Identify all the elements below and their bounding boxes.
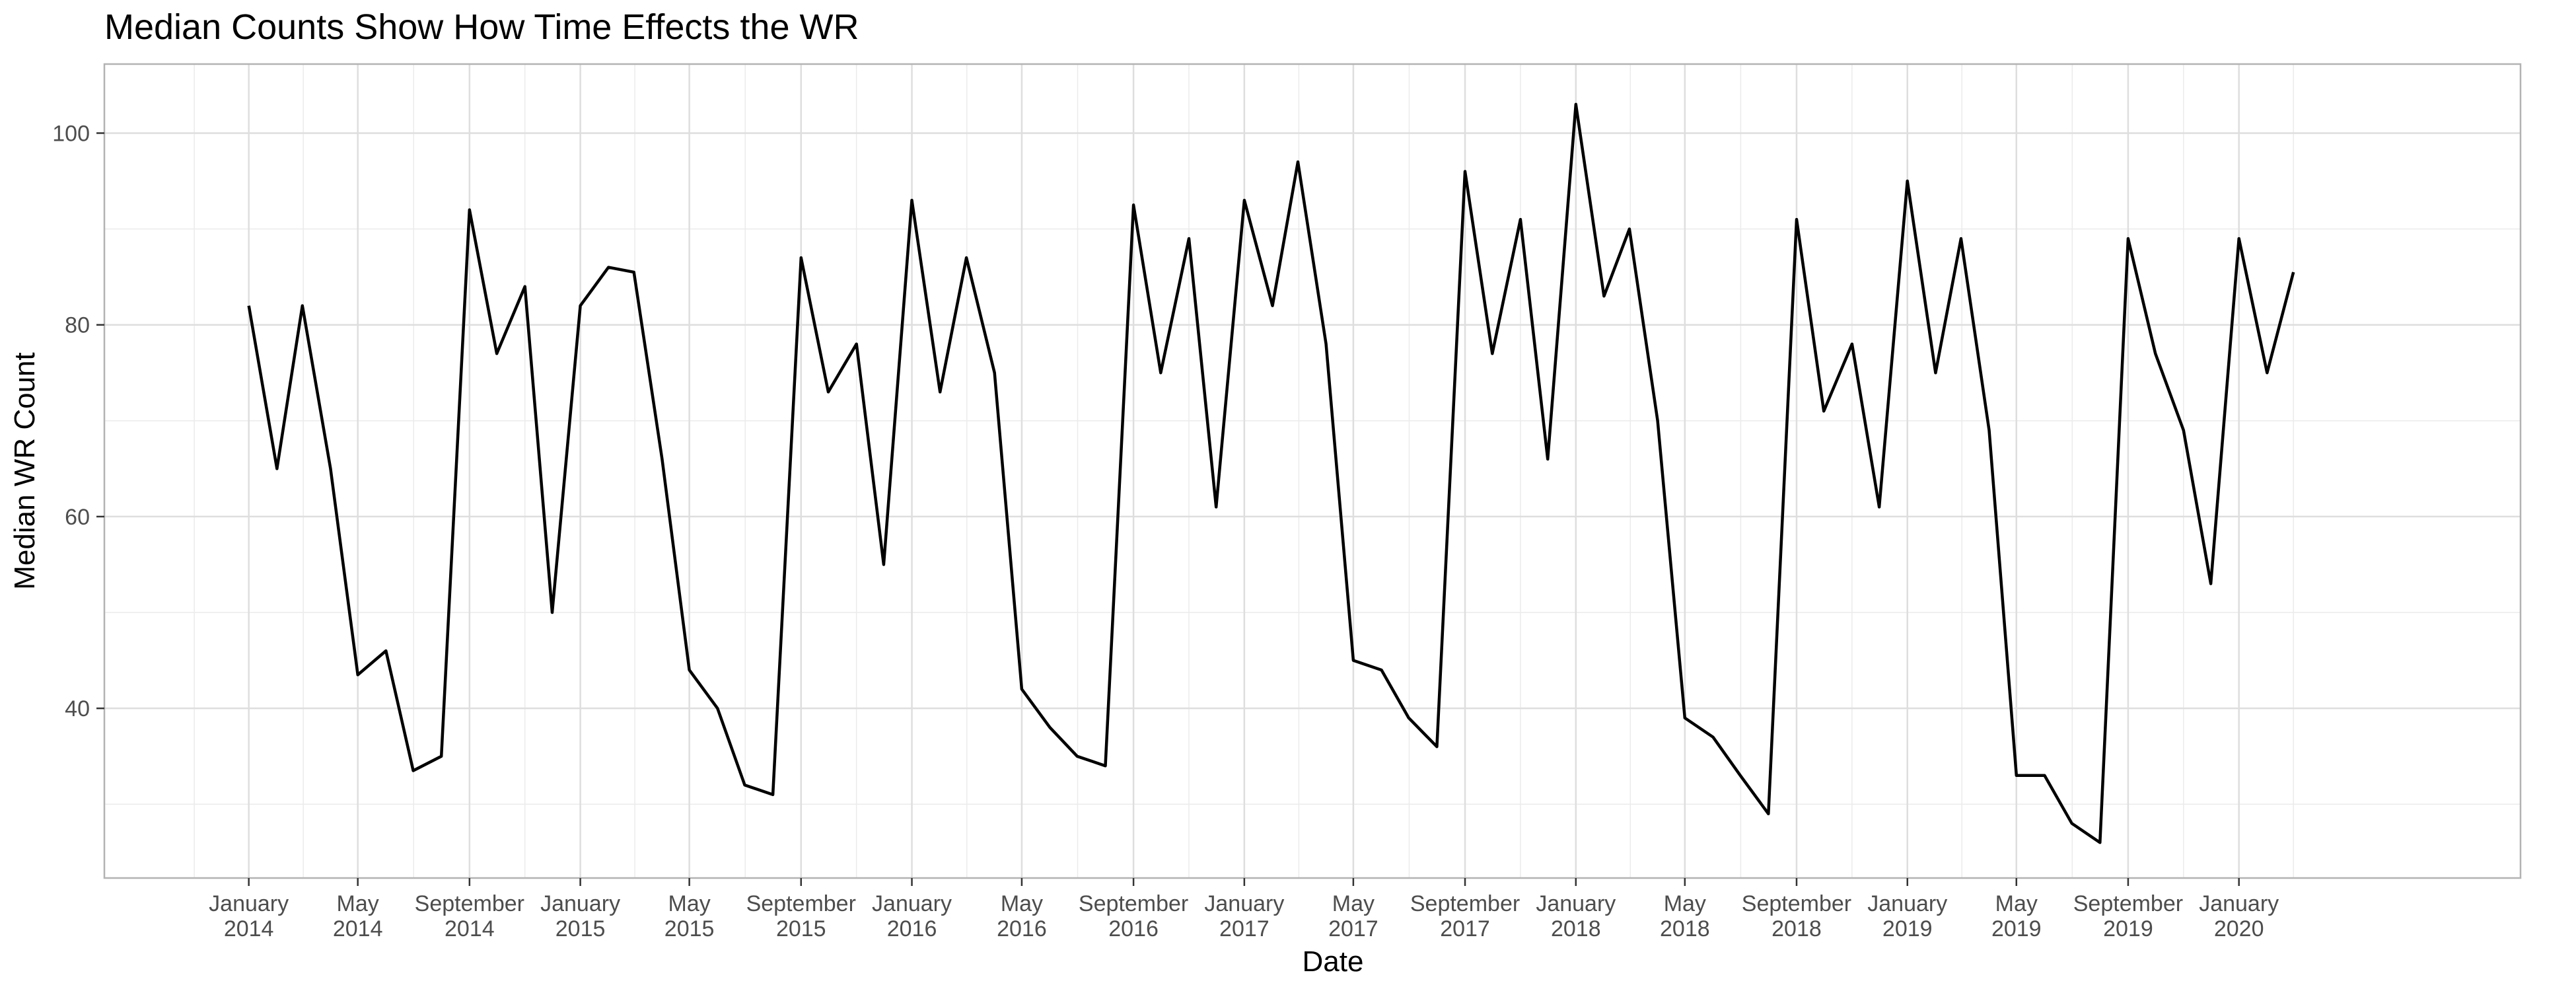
x-tick-label: May 2015 <box>664 891 715 941</box>
series-layer <box>247 102 2295 844</box>
minor-grid-lines <box>104 64 2521 878</box>
plot-panel-border <box>103 63 2522 879</box>
x-tick-label: January 2017 <box>1204 891 1284 941</box>
x-tick-label: January 2018 <box>1536 891 1616 941</box>
x-tick-label: September 2015 <box>746 891 856 941</box>
x-axis-title: Date <box>1303 945 1364 978</box>
major-grid-lines <box>104 64 2521 878</box>
x-tick-label: May 2017 <box>1328 891 1378 941</box>
x-tick-label: January 2016 <box>872 891 952 941</box>
x-tick-label: September 2019 <box>2073 891 2183 941</box>
y-tick-label: 60 <box>65 505 90 530</box>
y-tick-label: 100 <box>52 121 90 146</box>
series-line <box>247 102 2295 844</box>
x-tick-label: September 2016 <box>1079 891 1188 941</box>
x-tick-label: September 2017 <box>1410 891 1520 941</box>
x-axis: January 2014 May 2014 September 2014 January 20… <box>209 878 2279 941</box>
chart-title: Median Counts Show How Time Effects the … <box>104 7 859 47</box>
x-tick-label: May 2019 <box>1991 891 2042 941</box>
x-tick-label: January 2019 <box>1867 891 1947 941</box>
x-tick-label: May 2014 <box>333 891 383 941</box>
y-axis: 40 60 80 100 <box>52 121 104 721</box>
x-tick-label: September 2018 <box>1742 891 1851 941</box>
y-tick-label: 40 <box>65 696 90 721</box>
x-tick-label: September 2014 <box>415 891 524 941</box>
x-tick-label: January 2015 <box>540 891 620 941</box>
x-tick-label: May 2016 <box>997 891 1047 941</box>
x-tick-label: May 2018 <box>1660 891 1710 941</box>
y-axis-title: Median WR Count <box>9 352 41 589</box>
y-tick-label: 80 <box>65 313 90 338</box>
x-tick-label: January 2014 <box>209 891 289 941</box>
x-tick-label: January 2020 <box>2199 891 2279 941</box>
